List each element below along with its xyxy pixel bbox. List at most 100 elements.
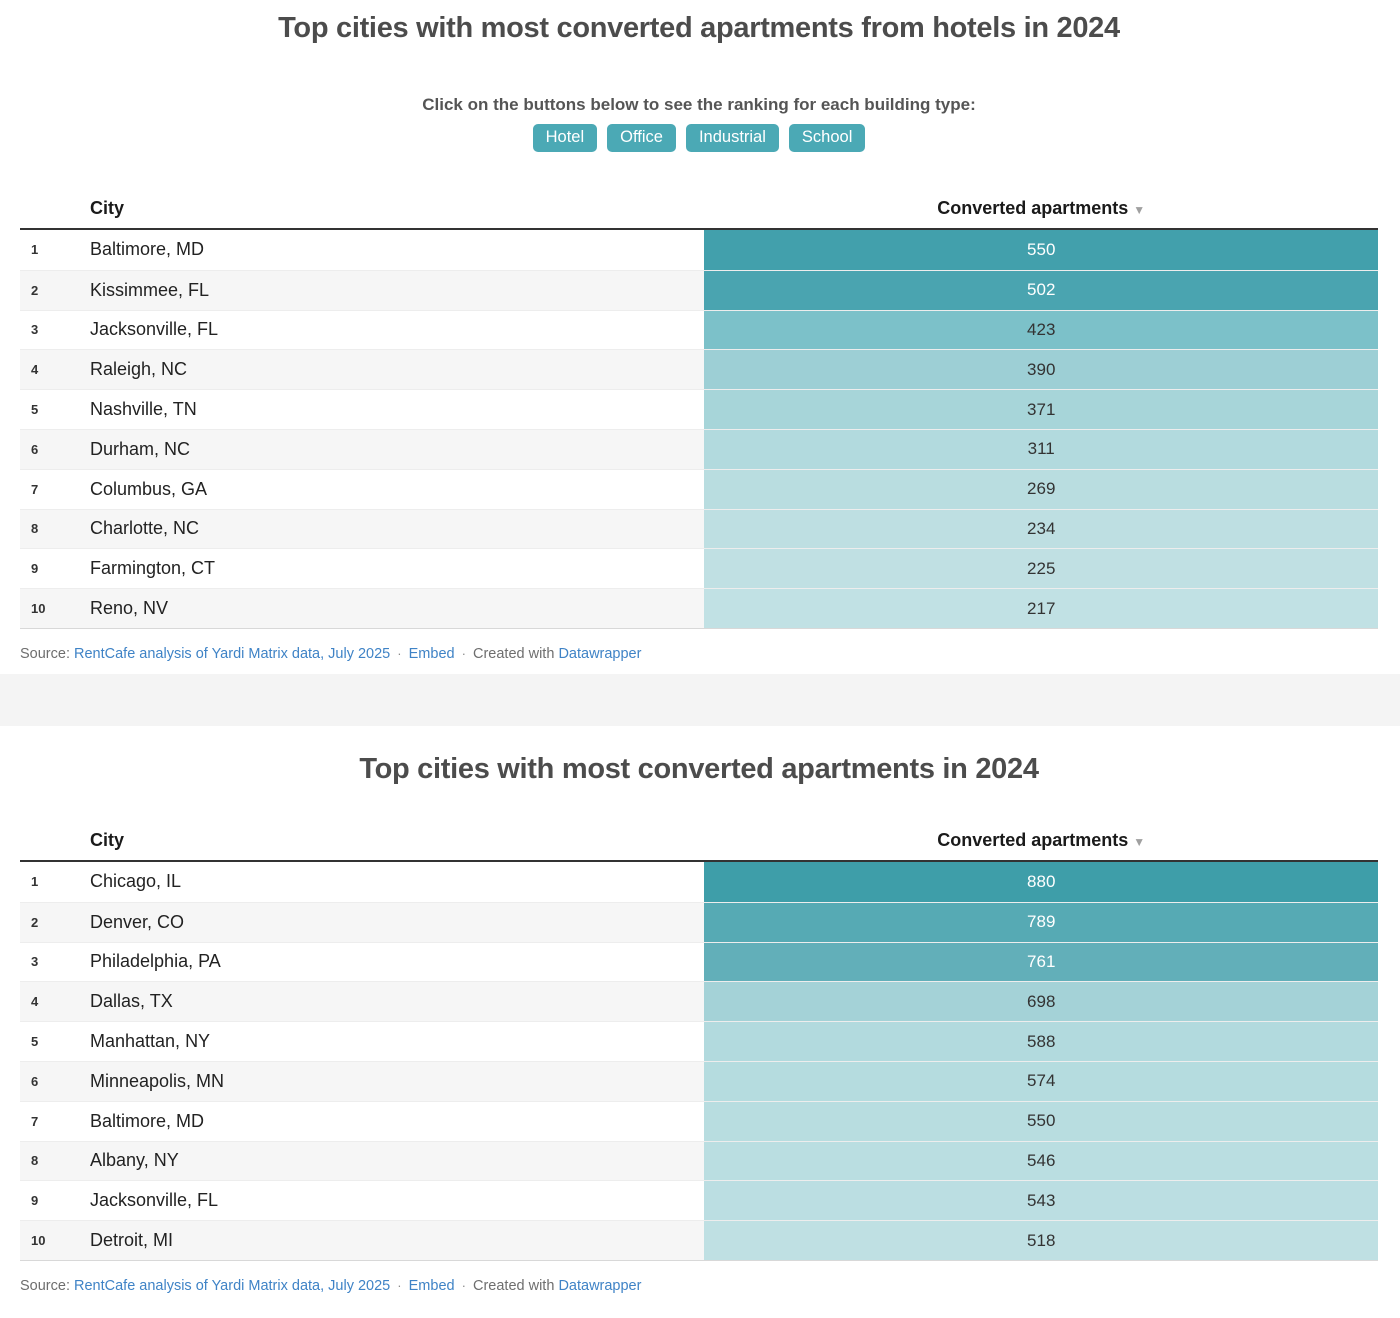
city-cell: Jacksonville, FL <box>90 1190 219 1211</box>
sort-desc-icon: ▼ <box>1133 834 1146 849</box>
rank-cell: 4 <box>31 994 39 1010</box>
city-cell: Columbus, GA <box>90 478 208 499</box>
table-row: 2 Denver, CO 789 <box>20 901 1378 942</box>
table-row: 9 Jacksonville, FL 543 <box>20 1180 1378 1221</box>
table-row: 7 Baltimore, MD 550 <box>20 1100 1378 1141</box>
value-cell: 789 <box>704 902 1378 942</box>
source-label: Source: <box>20 1277 70 1294</box>
value-label: 574 <box>1027 1071 1056 1091</box>
value-cell: 518 <box>704 1221 1378 1260</box>
rank-cell: 2 <box>31 282 39 298</box>
chart-title: Top cities with most converted apartment… <box>359 752 1039 785</box>
city-cell: Manhattan, NY <box>90 1031 211 1052</box>
chart-hotels: Top cities with most converted apartment… <box>20 12 1378 662</box>
value-cell: 550 <box>704 1101 1378 1141</box>
chart-all-conversions: Top cities with most converted apartment… <box>0 726 1400 1294</box>
column-header-city[interactable]: City <box>90 829 125 850</box>
value-label: 761 <box>1027 951 1056 971</box>
table-row: 5 Manhattan, NY 588 <box>20 1021 1378 1061</box>
rank-cell: 8 <box>31 1153 39 1169</box>
city-cell: Charlotte, NC <box>90 518 200 539</box>
value-cell: 217 <box>704 589 1378 628</box>
value-label: 371 <box>1027 399 1056 419</box>
rank-cell: 8 <box>31 521 39 537</box>
rank-cell: 2 <box>31 914 39 930</box>
city-cell: Chicago, IL <box>90 871 182 892</box>
table-row: 1 Chicago, IL 880 <box>20 861 1378 902</box>
value-cell: 550 <box>704 229 1378 270</box>
value-cell: 311 <box>704 429 1378 469</box>
table-row: 1 Baltimore, MD 550 <box>20 229 1378 270</box>
value-label: 550 <box>1027 239 1056 259</box>
column-header-label: Converted apartments <box>937 197 1129 218</box>
column-header-converted-apartments[interactable]: Converted apartments ▼ <box>704 830 1378 851</box>
chart-title: Top cities with most converted apartment… <box>278 12 1120 44</box>
column-header-city[interactable]: City <box>90 197 125 218</box>
city-cell: Reno, NV <box>90 598 169 619</box>
table-row: 6 Minneapolis, MN 574 <box>20 1060 1378 1101</box>
value-label: 880 <box>1027 871 1056 891</box>
table-row: 4 Raleigh, NC 390 <box>20 349 1378 390</box>
value-label: 217 <box>1027 598 1056 618</box>
value-cell: 761 <box>704 942 1378 982</box>
datawrapper-link[interactable]: Datawrapper <box>558 645 642 662</box>
source-footer: Source: RentCafe analysis of Yardi Matri… <box>20 1278 1378 1294</box>
value-cell: 574 <box>704 1061 1378 1101</box>
source-link[interactable]: RentCafe analysis of Yardi Matrix data, … <box>74 1277 391 1294</box>
city-cell: Kissimmee, FL <box>90 279 210 300</box>
building-type-button-group: Hotel Office Industrial School <box>20 124 1378 152</box>
column-header-converted-apartments[interactable]: Converted apartments ▼ <box>704 198 1378 219</box>
value-cell: 698 <box>704 982 1378 1022</box>
table-row: 8 Albany, NY 546 <box>20 1140 1378 1181</box>
source-link[interactable]: RentCafe analysis of Yardi Matrix data, … <box>74 645 391 662</box>
value-label: 546 <box>1027 1150 1056 1170</box>
table-row: 6 Durham, NC 311 <box>20 428 1378 469</box>
column-header-label: Converted apartments <box>937 829 1129 850</box>
value-label: 502 <box>1027 280 1056 300</box>
datawrapper-link[interactable]: Datawrapper <box>558 1277 642 1294</box>
value-cell: 502 <box>704 270 1378 310</box>
city-cell: Minneapolis, MN <box>90 1070 225 1091</box>
value-cell: 371 <box>704 390 1378 429</box>
value-label: 543 <box>1027 1190 1056 1210</box>
value-cell: 546 <box>704 1141 1378 1181</box>
rank-cell: 5 <box>31 1034 39 1050</box>
rank-cell: 6 <box>31 1073 39 1089</box>
city-cell: Farmington, CT <box>90 558 216 579</box>
city-cell: Philadelphia, PA <box>90 951 221 972</box>
ranking-table: City Converted apartments ▼ 1 Chicago, IL… <box>20 830 1378 1261</box>
value-label: 550 <box>1027 1111 1056 1131</box>
rank-cell: 6 <box>31 441 39 457</box>
value-label: 423 <box>1027 319 1056 339</box>
embed-link[interactable]: Embed <box>408 645 455 662</box>
value-label: 269 <box>1027 479 1056 499</box>
value-cell: 588 <box>704 1022 1378 1061</box>
embed-link[interactable]: Embed <box>408 1277 455 1294</box>
city-cell: Durham, NC <box>90 438 191 459</box>
table-row: 10 Reno, NV 217 <box>20 588 1378 628</box>
city-cell: Baltimore, MD <box>90 1110 205 1131</box>
table-header-row: City Converted apartments ▼ <box>20 198 1378 230</box>
table-row: 7 Columbus, GA 269 <box>20 468 1378 509</box>
city-cell: Jacksonville, FL <box>90 319 219 340</box>
value-cell: 234 <box>704 509 1378 549</box>
value-label: 588 <box>1027 1031 1056 1051</box>
value-cell: 423 <box>704 310 1378 350</box>
source-label: Source: <box>20 645 70 662</box>
value-label: 698 <box>1027 991 1056 1011</box>
table-row: 3 Philadelphia, PA 761 <box>20 941 1378 982</box>
building-type-button-hotel[interactable]: Hotel <box>532 124 598 152</box>
rank-cell: 7 <box>31 1113 39 1129</box>
building-type-button-industrial[interactable]: Industrial <box>685 124 779 152</box>
rank-cell: 4 <box>31 362 39 378</box>
city-cell: Denver, CO <box>90 911 185 932</box>
building-type-button-office[interactable]: Office <box>607 124 676 152</box>
table-row: 8 Charlotte, NC 234 <box>20 508 1378 549</box>
created-with-label: Created with <box>473 645 555 662</box>
value-cell: 269 <box>704 469 1378 509</box>
value-cell: 880 <box>704 861 1378 902</box>
rank-cell: 9 <box>31 1193 39 1209</box>
building-type-button-school[interactable]: School <box>788 124 866 152</box>
rank-cell: 1 <box>31 242 39 258</box>
table-row: 9 Farmington, CT 225 <box>20 548 1378 589</box>
